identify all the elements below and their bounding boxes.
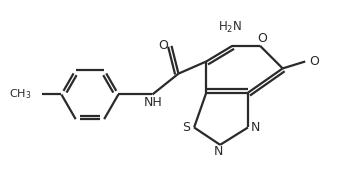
Text: H$_2$N: H$_2$N [218, 20, 243, 35]
Text: S: S [182, 121, 190, 134]
Text: O: O [257, 32, 267, 45]
Text: CH$_3$: CH$_3$ [9, 88, 31, 101]
Text: NH: NH [144, 96, 162, 109]
Text: O: O [158, 39, 168, 52]
Text: N: N [251, 121, 260, 134]
Text: O: O [309, 55, 319, 68]
Text: N: N [214, 145, 223, 158]
